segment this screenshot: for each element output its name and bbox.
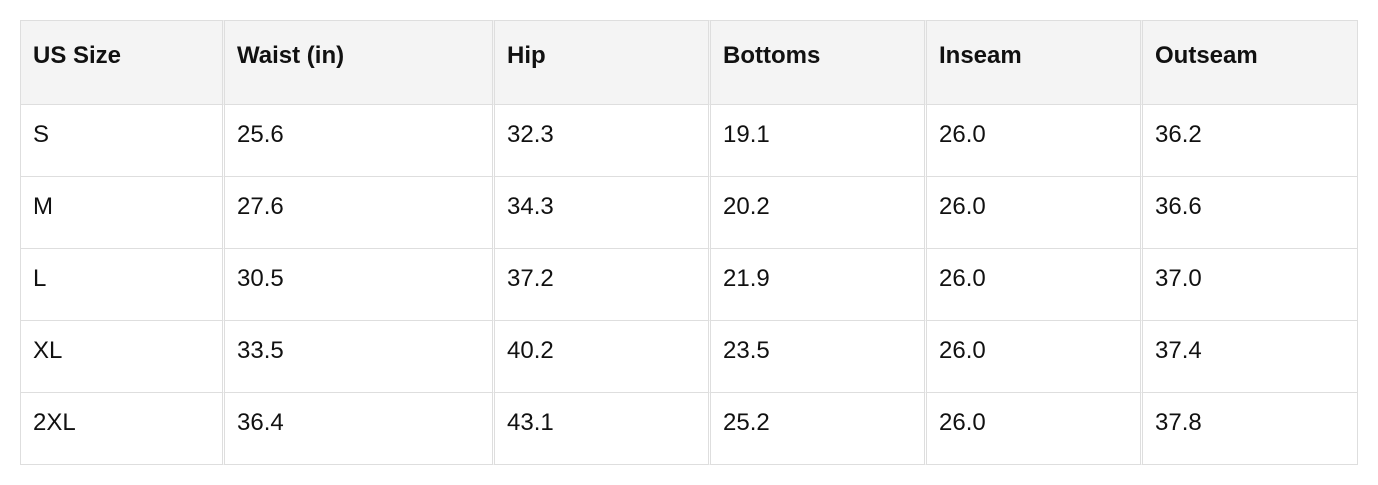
table-cell: 37.2 — [495, 249, 711, 321]
table-cell: M — [20, 177, 225, 249]
header-cell: Inseam — [927, 20, 1143, 105]
table-cell: 32.3 — [495, 105, 711, 177]
table-cell: L — [20, 249, 225, 321]
table-cell: 27.6 — [225, 177, 495, 249]
table-cell: 26.0 — [927, 321, 1143, 393]
table-cell: 36.2 — [1143, 105, 1358, 177]
table-cell: 19.1 — [711, 105, 927, 177]
table-cell: 37.8 — [1143, 393, 1358, 465]
table-cell: 37.0 — [1143, 249, 1358, 321]
table-cell: XL — [20, 321, 225, 393]
table-cell: 23.5 — [711, 321, 927, 393]
table-cell: 20.2 — [711, 177, 927, 249]
header-cell: Waist (in) — [225, 20, 495, 105]
header-row: US Size Waist (in) Hip Bottoms Inseam Outseam — [20, 20, 1358, 105]
table-row: M 27.6 34.3 20.2 26.0 36.6 — [20, 177, 1358, 249]
table-cell: 36.4 — [225, 393, 495, 465]
table-cell: 26.0 — [927, 105, 1143, 177]
table-cell: 33.5 — [225, 321, 495, 393]
table-cell: S — [20, 105, 225, 177]
table-container: US Size Waist (in) Hip Bottoms Inseam Outseam… — [20, 20, 1358, 465]
table-cell: 30.5 — [225, 249, 495, 321]
table-cell: 26.0 — [927, 177, 1143, 249]
table-row: XL 33.5 40.2 23.5 26.0 37.4 — [20, 321, 1358, 393]
header-cell: US Size — [20, 20, 225, 105]
header-cell: Outseam — [1143, 20, 1358, 105]
table-cell: 36.6 — [1143, 177, 1358, 249]
table-cell: 40.2 — [495, 321, 711, 393]
table-cell: 26.0 — [927, 249, 1143, 321]
table-cell: 26.0 — [927, 393, 1143, 465]
table-cell: 43.1 — [495, 393, 711, 465]
header-cell: Hip — [495, 20, 711, 105]
table-cell: 2XL — [20, 393, 225, 465]
table-cell: 37.4 — [1143, 321, 1358, 393]
table-cell: 34.3 — [495, 177, 711, 249]
table-row: S 25.6 32.3 19.1 26.0 36.2 — [20, 105, 1358, 177]
size-table: US Size Waist (in) Hip Bottoms Inseam Outseam… — [20, 20, 1358, 465]
table-cell: 25.2 — [711, 393, 927, 465]
table-body: S 25.6 32.3 19.1 26.0 36.2 M 27.6 34.3 20.2 26.0 36… — [20, 105, 1358, 465]
table-row: L 30.5 37.2 21.9 26.0 37.0 — [20, 249, 1358, 321]
table-cell: 21.9 — [711, 249, 927, 321]
table-cell: 25.6 — [225, 105, 495, 177]
table-row: 2XL 36.4 43.1 25.2 26.0 37.8 — [20, 393, 1358, 465]
header-cell: Bottoms — [711, 20, 927, 105]
table-head: US Size Waist (in) Hip Bottoms Inseam Outseam — [20, 20, 1358, 105]
